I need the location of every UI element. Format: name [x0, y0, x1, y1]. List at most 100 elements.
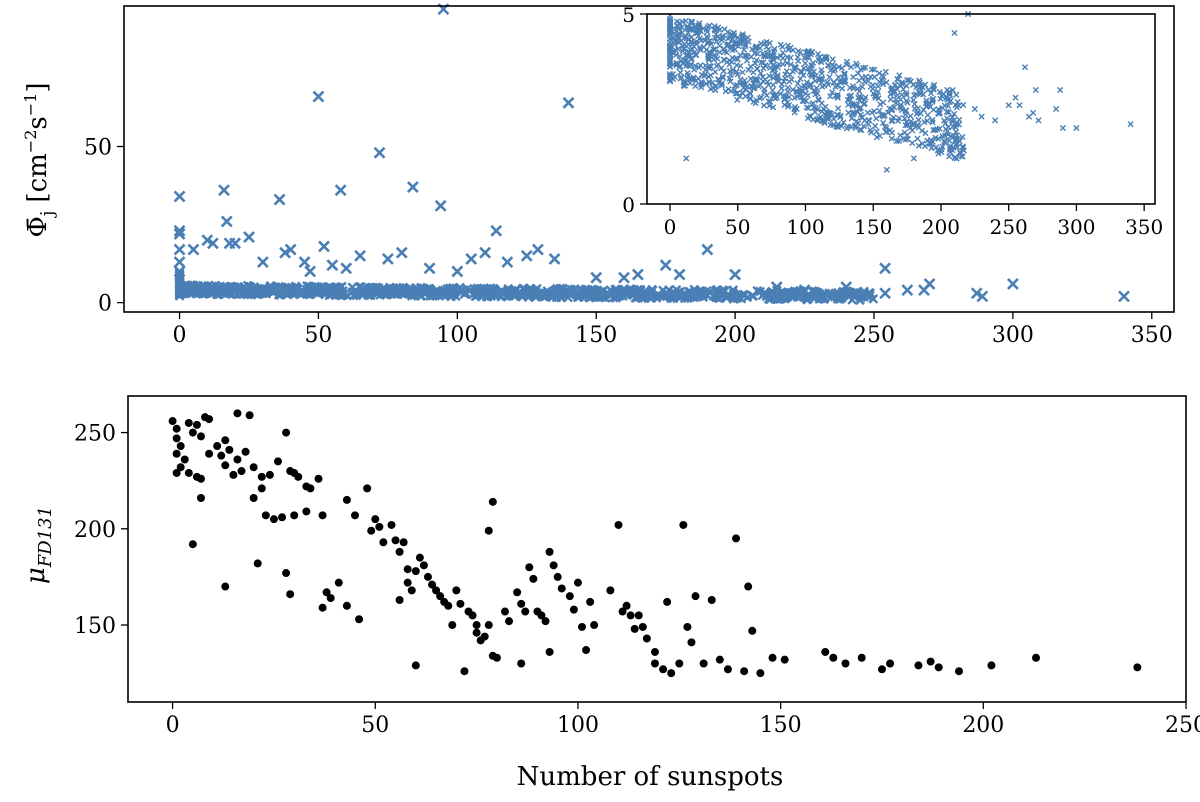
band-point — [407, 288, 418, 298]
inset-point — [871, 92, 878, 100]
data-point — [780, 655, 789, 664]
inset-point — [844, 96, 851, 104]
inset-point — [1012, 94, 1019, 101]
inset-point — [844, 123, 852, 130]
data-point — [168, 417, 177, 426]
inset-point — [929, 116, 936, 124]
y-tick-label: 0 — [622, 193, 635, 217]
inset-point — [877, 101, 884, 108]
band-point — [174, 283, 185, 294]
inset-point — [836, 78, 843, 85]
inset-point — [705, 38, 712, 45]
outlier-point — [273, 193, 286, 206]
inset-point — [827, 93, 834, 100]
band-point — [245, 284, 256, 295]
inset-point — [830, 79, 838, 86]
data-point — [691, 592, 700, 601]
inset-point — [802, 60, 809, 67]
inset-point — [758, 94, 765, 101]
band-point — [373, 287, 384, 298]
inset-point — [678, 24, 686, 31]
band-point — [748, 291, 759, 301]
x-tick-label: 250 — [1165, 713, 1200, 738]
inset-point — [881, 123, 889, 130]
data-point — [590, 621, 599, 630]
inset-point — [705, 53, 712, 61]
outlier-point — [406, 181, 419, 194]
inset-point — [736, 40, 743, 47]
inset-point — [830, 115, 837, 122]
inset-point — [946, 137, 953, 144]
inset-point — [685, 72, 692, 79]
band-point — [639, 293, 650, 303]
inset-point — [747, 89, 754, 97]
inset-point — [728, 31, 735, 38]
inset-point — [945, 109, 952, 116]
outlier-point — [879, 262, 892, 275]
inset-point — [719, 74, 727, 81]
data-point — [342, 495, 351, 504]
data-point — [472, 628, 481, 637]
data-point — [265, 470, 274, 479]
inset-point — [764, 50, 771, 57]
data-point — [618, 607, 627, 616]
inset-point — [895, 115, 903, 122]
data-point — [468, 611, 477, 620]
outlier-point — [229, 237, 242, 250]
inset-point — [929, 119, 936, 126]
data-point — [192, 420, 201, 429]
outlier-point — [373, 146, 386, 159]
inset-point — [739, 69, 746, 76]
outlier-point — [976, 290, 989, 303]
outlier-point — [206, 237, 219, 250]
inset-point — [927, 103, 934, 110]
inset-point — [750, 69, 757, 76]
inset-point — [758, 59, 765, 66]
data-point — [715, 655, 724, 664]
inset-point — [805, 105, 812, 112]
data-point — [642, 634, 651, 643]
data-point — [415, 553, 424, 562]
data-point — [237, 467, 246, 476]
inset-point — [951, 29, 958, 37]
inset-point — [673, 59, 681, 67]
inset-point — [702, 66, 709, 73]
data-point — [1032, 653, 1041, 662]
inset-point — [725, 86, 732, 93]
inset-point — [739, 89, 746, 96]
inset-point — [825, 109, 832, 116]
inset-point — [691, 39, 698, 46]
data-point — [278, 513, 287, 522]
inset-point — [959, 143, 966, 150]
band-point — [834, 294, 845, 305]
inset-point — [713, 38, 720, 45]
inset-point — [825, 81, 832, 88]
inset-point — [703, 26, 710, 33]
inset-point — [867, 83, 874, 90]
inset-point — [666, 56, 674, 64]
band-point — [630, 293, 641, 303]
data-point — [573, 578, 582, 587]
data-point — [606, 586, 615, 595]
inset-point — [903, 119, 910, 126]
data-point — [954, 667, 963, 676]
data-point — [521, 607, 530, 616]
inset-point — [806, 50, 813, 57]
inset-point — [767, 98, 774, 105]
data-point — [517, 659, 526, 668]
band-point — [524, 285, 535, 296]
inset-point — [951, 154, 959, 161]
inset-point — [939, 104, 946, 111]
band-point — [388, 285, 398, 296]
band-point — [855, 295, 865, 306]
inset-point — [757, 70, 764, 77]
inset-point — [721, 26, 728, 33]
inset-point — [786, 71, 794, 78]
inset-point — [953, 119, 960, 126]
x-tick-label: 100 — [557, 713, 599, 738]
data-point — [403, 565, 412, 574]
band-point — [445, 290, 456, 301]
outlier-point — [659, 259, 672, 272]
outlier-point — [673, 268, 686, 281]
